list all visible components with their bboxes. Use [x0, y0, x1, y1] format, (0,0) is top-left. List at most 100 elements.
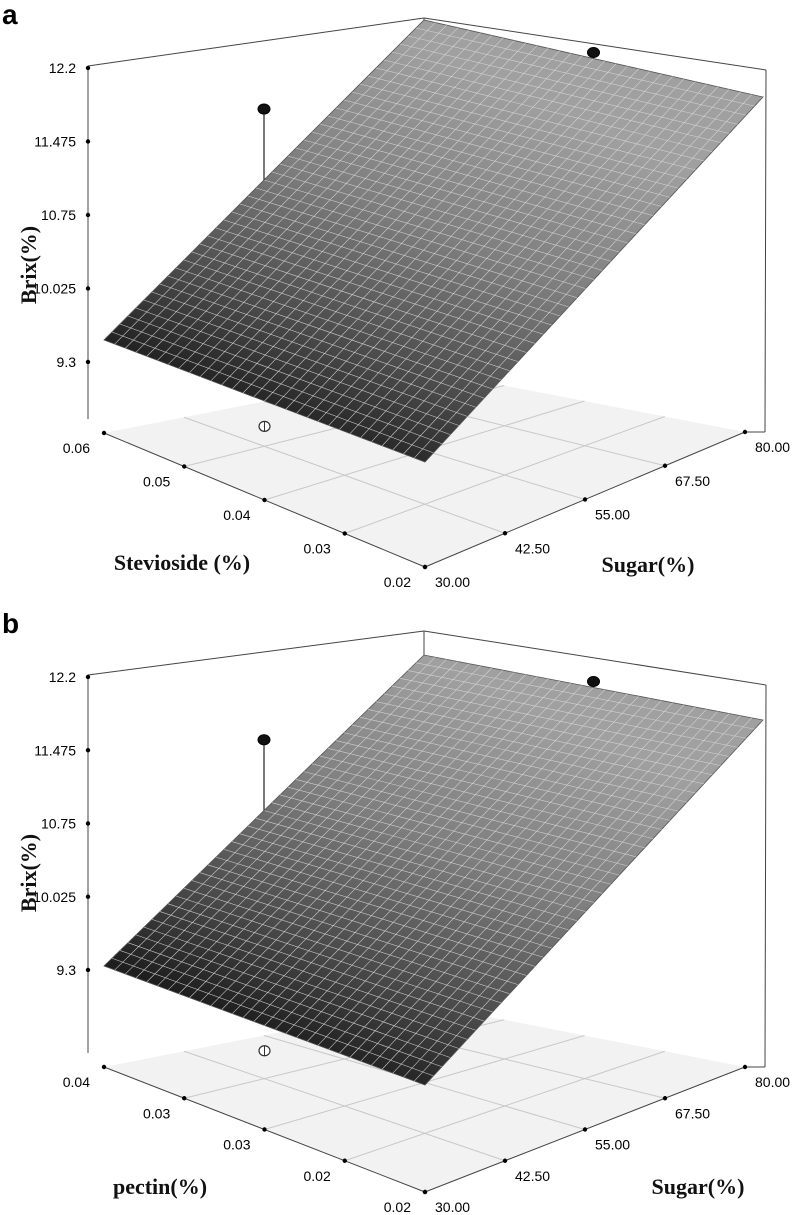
surface-mesh-line	[207, 864, 535, 967]
surface-mesh-line	[127, 942, 451, 1058]
surface-mesh-line	[287, 155, 620, 253]
panel-letter: b	[2, 608, 19, 639]
surface-mesh-line	[319, 123, 654, 216]
z-tick-label: 11.475	[34, 134, 76, 150]
design-point	[257, 734, 271, 811]
z-tick-label: 12.2	[49, 60, 76, 76]
z-tick-label: 10.75	[41, 816, 76, 832]
design-point	[257, 103, 271, 180]
surface-mesh-line	[391, 685, 730, 757]
surface-mesh-line	[119, 950, 443, 1068]
z-tick-mark	[85, 359, 91, 365]
design-point-marker	[257, 734, 271, 746]
y-tick-mark	[662, 463, 668, 468]
surface-mesh-line	[223, 849, 552, 949]
z-tick-mark	[85, 894, 91, 899]
surface-mesh-line	[111, 331, 434, 454]
y-tick-label: 80.00	[755, 439, 790, 455]
x-tick-label: 0.02	[384, 574, 411, 590]
x-tick-label: 0.03	[223, 1137, 250, 1153]
z-tick-mark	[85, 821, 91, 826]
x-tick-mark	[182, 464, 187, 469]
x-tick-mark	[262, 497, 267, 503]
z-tick-mark	[85, 139, 91, 144]
floor-plane	[104, 370, 745, 567]
design-point	[587, 47, 600, 59]
design-point	[258, 420, 271, 432]
z-tick-label: 10.025	[33, 889, 76, 905]
x-tick-mark	[342, 531, 347, 536]
chart-panel-b: b 9.3 10.025 10.75 11.475 12.2 0.04 0.03 0.03 0.0…	[2, 608, 790, 1215]
y-tick-label: 42.50	[515, 540, 550, 556]
surface-mesh-line	[383, 693, 721, 766]
surface-mesh-line	[215, 227, 544, 335]
z-tick-label: 11.475	[34, 742, 76, 758]
x-tick-mark	[101, 430, 107, 436]
y-tick-label: 67.50	[675, 473, 710, 489]
surface-mesh-line	[215, 856, 544, 958]
surface-mesh-line	[319, 755, 654, 839]
top-right-edge	[423, 630, 767, 686]
surface-mesh-line	[127, 315, 451, 435]
surface-mesh-line	[191, 880, 519, 985]
surface-mesh-line	[407, 670, 747, 739]
panel-letter: a	[2, 0, 18, 30]
surface-mesh-line	[415, 662, 755, 730]
surface-mesh-line	[415, 27, 755, 107]
surface-mesh-line	[255, 187, 586, 289]
y-tick-mark	[422, 564, 428, 570]
surface-fill	[103, 654, 764, 1086]
surface-mesh-line	[279, 794, 611, 885]
x-tick-label: 0.04	[223, 507, 250, 523]
surface-mesh-line	[159, 911, 485, 1022]
surface-mesh-line	[175, 895, 502, 1004]
surface-mesh-line	[335, 107, 671, 198]
x-tick-mark	[101, 1064, 107, 1070]
surface-mesh-line	[367, 75, 704, 162]
surface-mesh-line	[175, 267, 502, 381]
response-surface	[103, 19, 764, 463]
y-tick-label: 42.50	[515, 1168, 550, 1184]
surface-mesh-line	[167, 275, 493, 390]
y-axis-title: Sugar(%)	[652, 1174, 745, 1199]
y-tick-label: 30.00	[435, 1199, 470, 1215]
response-surface	[103, 654, 764, 1086]
surface-mesh-line	[399, 43, 738, 125]
z-axis-title: Brix(%)	[16, 226, 41, 304]
surface-mesh-line	[359, 716, 696, 794]
surface-mesh-line	[271, 171, 603, 271]
surface-mesh-line	[271, 802, 603, 894]
surface-mesh-line	[303, 139, 637, 235]
surface-mesh-line	[159, 283, 485, 399]
y-tick-label: 30.00	[435, 574, 470, 590]
surface-mesh-line	[247, 195, 578, 299]
floor-grid-line	[344, 416, 665, 534]
top-right-edge	[423, 17, 767, 71]
x-tick-label: 0.02	[304, 1168, 331, 1184]
x-tick-label: 0.06	[63, 440, 90, 456]
surface-mesh-line	[135, 307, 459, 426]
top-left-edge	[87, 630, 425, 676]
y-tick-label: 67.50	[675, 1105, 710, 1121]
x-tick-label: 0.02	[384, 1199, 411, 1215]
z-tick-mark	[85, 286, 91, 291]
surface-mesh-line	[367, 709, 704, 785]
surface-mesh-line	[343, 99, 679, 189]
surface-mesh-line	[255, 817, 586, 912]
surface-mesh-line	[335, 740, 671, 821]
surface-mesh-line	[199, 243, 527, 353]
x-tick-mark	[262, 1127, 267, 1132]
x-tick-label: 0.05	[143, 474, 170, 490]
surface-mesh-line	[287, 786, 620, 876]
surface-mesh-line	[111, 957, 434, 1077]
design-point-marker	[257, 103, 271, 115]
surface-mesh-line	[351, 724, 688, 803]
surface-mesh-line	[351, 91, 688, 180]
z-tick-mark	[85, 212, 91, 218]
surface-mesh-line	[383, 59, 721, 143]
right-vertical-edge	[764, 684, 767, 1068]
surface-mesh-line	[239, 203, 569, 308]
surface-mesh-line	[311, 763, 645, 849]
y-tick-mark	[742, 429, 748, 435]
